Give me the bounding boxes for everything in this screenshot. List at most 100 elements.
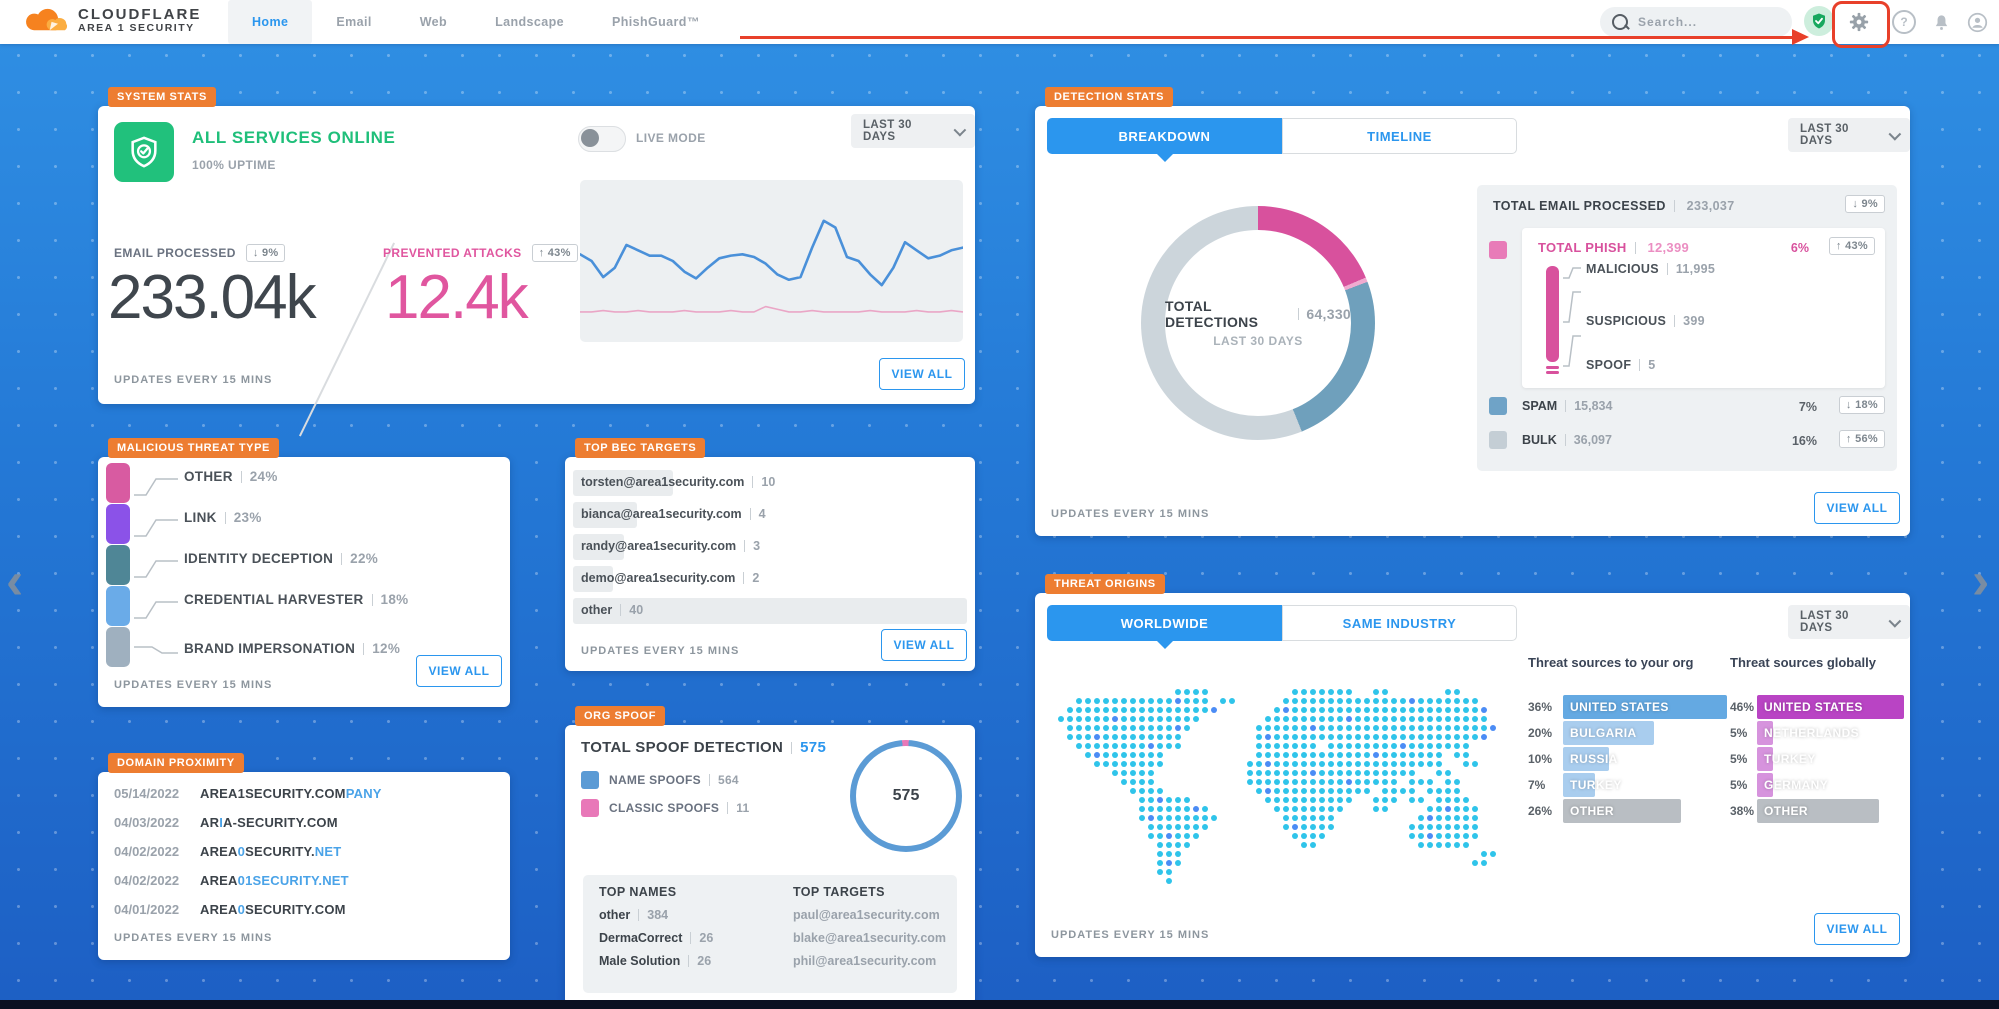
legend-swatch <box>581 799 599 817</box>
chevron-down-icon <box>953 123 967 136</box>
brand-logo[interactable]: CLOUDFLARE AREA 1 SECURITY <box>22 5 201 36</box>
org-spoof-donut: 575 <box>850 740 962 852</box>
detection-tabs: BREAKDOWN TIMELINE <box>1047 118 1751 162</box>
annotation-arrow-line <box>740 36 1792 39</box>
connector-line <box>1563 291 1581 323</box>
top-name-row: DermaCorrect 26 <box>599 931 714 945</box>
tab-same-industry[interactable]: SAME INDUSTRY <box>1282 605 1517 641</box>
next-page-chevron[interactable]: › <box>1972 552 1990 610</box>
detection-breakdown-panel: TOTAL EMAIL PROCESSED 233,037 ↓ 9% TOTAL… <box>1477 185 1897 471</box>
user-icon <box>1967 12 1987 32</box>
phish-swatch <box>1489 241 1507 259</box>
donut-center-label: TOTAL DETECTIONS 64,330 <box>1165 298 1351 330</box>
bec-row[interactable]: other 40 <box>573 598 967 624</box>
connector-line <box>1563 335 1581 367</box>
threat-origins-tabs: WORLDWIDE SAME INDUSTRY <box>1047 605 1751 649</box>
origins-view-all-button[interactable]: VIEW ALL <box>1814 913 1900 945</box>
phish-pct: 6% <box>1790 241 1809 255</box>
annotation-arrow-head <box>1792 29 1809 45</box>
bec-row[interactable]: bianca@area1security.com 4 <box>573 502 967 528</box>
sparkline-chart <box>580 194 963 328</box>
nav-item-home[interactable]: Home <box>228 0 313 44</box>
domain-proximity-tag: DOMAIN PROXIMITY <box>108 753 244 773</box>
services-shield-icon <box>114 122 174 182</box>
security-status-icon[interactable] <box>1804 6 1834 36</box>
email-processed-value: 233.04k <box>108 263 317 332</box>
nav-item-phishguard[interactable]: PhishGuard™ <box>611 15 700 29</box>
settings-button[interactable] <box>1845 8 1873 36</box>
account-button[interactable] <box>1963 8 1991 36</box>
nav-item-email[interactable]: Email <box>336 15 372 29</box>
spam-row: SPAM 15,834 <box>1522 399 1613 413</box>
bec-row[interactable]: torsten@area1security.com 10 <box>573 470 967 496</box>
domain-row[interactable]: 04/02/2022 AREA01SECURITY.NET <box>114 873 349 888</box>
threat-type-swatch <box>106 586 130 626</box>
phish-detail-box: TOTAL PHISH 12,399 6% ↑ 43% MALICIOUS 11,… <box>1522 228 1885 388</box>
domain-row[interactable]: 04/01/2022 AREA0SECURITY.COM <box>114 902 346 917</box>
connector-line <box>134 560 178 578</box>
updates-note: UPDATES EVERY 15 MINS <box>114 374 273 386</box>
main-nav: Home Email Web Landscape PhishGuard™ <box>228 0 724 44</box>
notifications-button[interactable] <box>1927 8 1955 36</box>
org-spoof-title: TOTAL SPOOF DETECTION 575 <box>581 739 827 756</box>
spam-swatch <box>1489 397 1507 415</box>
bec-view-all-button[interactable]: VIEW ALL <box>881 629 967 661</box>
system-stats-card: ALL SERVICES ONLINE 100% UPTIME LIVE MOD… <box>98 106 975 437</box>
updates-note: UPDATES EVERY 15 MINS <box>1051 929 1210 941</box>
bec-row[interactable]: demo@area1security.com 2 <box>573 566 967 592</box>
prev-page-chevron[interactable]: ‹ <box>6 552 24 610</box>
shield-check-icon <box>1813 13 1825 29</box>
search-box <box>1600 7 1792 37</box>
country-bar: OTHER <box>1757 799 1879 823</box>
total-email-delta-badge: ↓ 9% <box>1845 195 1885 213</box>
annotation-highlight-box <box>1832 1 1890 48</box>
domain-row[interactable]: 04/02/2022 AREA0SECURITY.NET <box>114 844 342 859</box>
tab-breakdown[interactable]: BREAKDOWN <box>1047 118 1282 162</box>
country-bar: NETHERLANDS <box>1757 721 1859 745</box>
org-spoof-card: TOTAL SPOOF DETECTION 575 NAME SPOOFS 564 … <box>565 725 975 1005</box>
help-button[interactable]: ? <box>1890 8 1918 36</box>
legend-item: NAME SPOOFS 564 <box>581 771 739 789</box>
gear-icon <box>1849 12 1869 32</box>
spam-delta-badge: ↓ 18% <box>1838 396 1885 414</box>
domain-row[interactable]: 05/14/2022 AREA1SECURITY.COMPANY <box>114 786 382 801</box>
origins-range-dropdown[interactable]: LAST 30 DAYS <box>1788 605 1910 639</box>
phish-bar <box>1546 266 1559 362</box>
nav-item-landscape[interactable]: Landscape <box>495 15 564 29</box>
detection-range-dropdown[interactable]: LAST 30 DAYS <box>1788 118 1910 152</box>
threat-type-view-all-button[interactable]: VIEW ALL <box>416 655 502 687</box>
search-input[interactable] <box>1636 14 1760 30</box>
tab-worldwide[interactable]: WORLDWIDE <box>1047 605 1282 649</box>
org-sources-heading: Threat sources to your org <box>1528 655 1694 670</box>
country-bar: GERMANY <box>1757 773 1828 797</box>
country-bar: TURKEY <box>1757 747 1815 771</box>
detection-donut: TOTAL DETECTIONS 64,330 LAST 30 DAYS <box>1141 206 1375 440</box>
nav-item-web[interactable]: Web <box>419 15 448 29</box>
donut-center-sub: LAST 30 DAYS <box>1213 334 1303 348</box>
system-range-dropdown[interactable]: LAST 30 DAYS <box>851 114 975 148</box>
org-spoof-table: TOP NAMES TOP TARGETS other 384 DermaCorr… <box>583 875 957 993</box>
bulk-swatch <box>1489 431 1507 449</box>
bottom-strip <box>0 1000 1999 1009</box>
connector-line <box>134 478 178 496</box>
connector-line <box>134 646 178 654</box>
bec-tag: TOP BEC TARGETS <box>575 438 706 458</box>
threat-type-row: BRAND IMPERSONATION 12% <box>184 641 401 656</box>
spam-pct: 7% <box>1798 400 1817 414</box>
phish-sub-row: MALICIOUS 11,995 <box>1586 262 1716 276</box>
top-target-row: phil@area1security.com <box>793 954 937 968</box>
world-dot-map <box>1047 687 1515 885</box>
tab-timeline[interactable]: TIMELINE <box>1282 118 1517 154</box>
bec-row[interactable]: randy@area1security.com 3 <box>573 534 967 560</box>
system-stats-view-all-button[interactable]: VIEW ALL <box>879 358 965 390</box>
detection-view-all-button[interactable]: VIEW ALL <box>1814 492 1900 524</box>
updates-note: UPDATES EVERY 15 MINS <box>1051 508 1210 520</box>
top-targets-heading: TOP TARGETS <box>793 885 885 899</box>
threat-type-swatch <box>106 545 130 585</box>
phish-sub-row: SUSPICIOUS 399 <box>1586 314 1705 328</box>
legend-item: CLASSIC SPOOFS 11 <box>581 799 750 817</box>
email-processed-label: EMAIL PROCESSED <box>114 246 236 260</box>
domain-row[interactable]: 04/03/2022 ARIA-SECURITY.COM <box>114 815 338 830</box>
live-mode-toggle[interactable] <box>578 126 626 152</box>
